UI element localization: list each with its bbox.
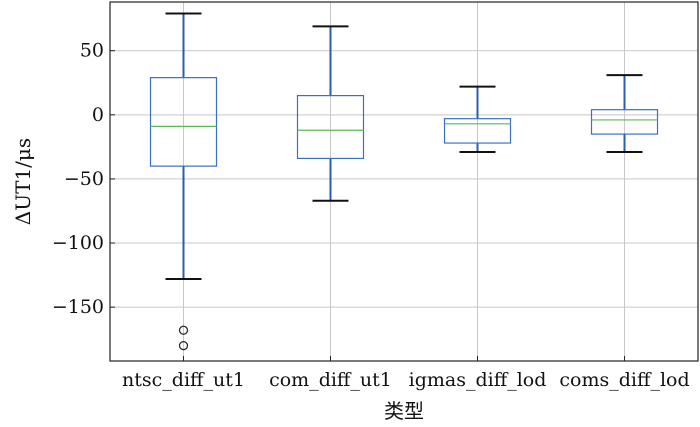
x-tick-label: ntsc_diff_ut1 (122, 369, 245, 391)
grid-lines (110, 2, 698, 361)
box-igmas-diff-lod (443, 85, 512, 154)
x-axis-label: 类型 (384, 399, 424, 423)
box-plot-series (149, 12, 659, 351)
box-coms-diff-lod (590, 74, 659, 154)
y-tick-label: −50 (64, 168, 104, 190)
box-ntsc-diff-ut1 (149, 12, 218, 351)
y-tick-label: 0 (92, 104, 104, 126)
y-tick-label: −150 (52, 296, 104, 318)
iqr-box (443, 118, 512, 144)
iqr-box (296, 94, 365, 160)
iqr-box (149, 77, 218, 167)
x-tick-label: com_diff_ut1 (269, 369, 392, 391)
y-tick-label: 50 (80, 40, 104, 62)
plot-frame (109, 1, 699, 362)
outlier-point (178, 341, 189, 351)
y-axis-label: ΔUT1/μs (11, 138, 35, 225)
y-axis-ticks: 50 0 −50 −100 −150 (52, 40, 115, 318)
box-com-diff-ut1 (296, 25, 365, 202)
x-tick-label: igmas_diff_lod (409, 369, 547, 391)
x-tick-label: coms_diff_lod (559, 369, 689, 391)
outlier-point (178, 325, 189, 335)
y-tick-label: −100 (52, 232, 104, 254)
x-axis-ticks: ntsc_diff_ut1 com_diff_ut1 igmas_diff_lod c… (122, 356, 690, 391)
iqr-box (590, 109, 659, 135)
